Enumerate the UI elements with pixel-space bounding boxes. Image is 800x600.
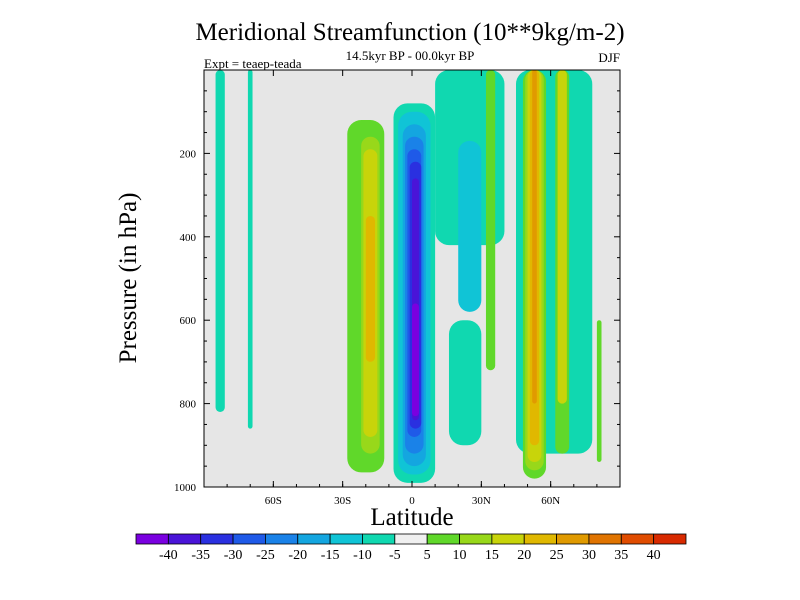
y-axis-ticks: 200 400 600 800 1000	[174, 90, 620, 494]
colorbar-swatch	[394, 533, 428, 545]
x-tick-label: 60N	[541, 495, 560, 507]
colorbar-swatch	[135, 533, 169, 545]
colorbar-label: 10	[453, 548, 467, 563]
contour-region-5	[365, 215, 376, 362]
x-tick-label: 0	[409, 495, 415, 507]
colorbar-swatch	[459, 533, 493, 545]
contour-region-13	[412, 303, 419, 417]
x-axis-label: Latitude	[370, 504, 453, 531]
colorbar-swatch	[620, 533, 655, 545]
colorbar-swatch	[426, 533, 460, 545]
chart-subtitle: 14.5kyr BP - 00.0kyr BP	[346, 48, 475, 63]
colorbar-label: -20	[288, 548, 307, 563]
colorbar-label: 5	[424, 548, 431, 563]
colorbar-swatch	[362, 533, 396, 545]
season-label: DJF	[598, 50, 620, 65]
contour-region-18	[485, 70, 496, 371]
colorbar-label: -30	[224, 548, 243, 563]
colorbar-swatch	[329, 533, 363, 545]
colorbar-label: -40	[159, 548, 178, 563]
colorbar-label: -10	[353, 548, 372, 563]
colorbar-swatch	[297, 533, 331, 545]
colorbar-swatch	[167, 533, 202, 545]
x-axis-ticks: 60S 30S 0 30N 60N	[226, 70, 598, 507]
chart-title: Meridional Streamfunction (10**9kg/m-2)	[195, 19, 624, 46]
y-axis-label: Pressure (in hPa)	[115, 193, 142, 364]
x-tick-label: 30N	[472, 495, 491, 507]
colorbar-swatch	[523, 533, 557, 545]
colorbar-label: -15	[321, 548, 340, 563]
colorbar-swatch	[200, 533, 234, 545]
colorbar-swatch	[265, 533, 299, 545]
colorbar-label: -25	[256, 548, 275, 563]
contour-region-23	[532, 70, 537, 404]
y-tick-label: 400	[180, 232, 197, 244]
colorbar-swatch	[556, 533, 590, 545]
colorbar-swatch	[491, 533, 525, 545]
contour-region-15	[458, 140, 482, 312]
y-tick-label: 200	[180, 148, 197, 160]
colorbar-swatch	[588, 533, 622, 545]
colorbar-label: 40	[647, 548, 661, 563]
colorbar: -40 -35 -30 -25 -20 -15 -10 -5 5 10 15 20 25 30 35 40	[135, 533, 687, 563]
y-tick-label: 1000	[174, 482, 197, 494]
colorbar-label: 30	[582, 548, 596, 563]
x-tick-label: 60S	[265, 495, 282, 507]
contour-region-0	[215, 70, 225, 412]
colorbar-label: 15	[485, 548, 499, 563]
colorbar-swatch	[653, 533, 687, 545]
contour-region-25	[557, 70, 567, 404]
contour-regions	[215, 70, 602, 483]
contour-region-16	[448, 320, 482, 446]
y-tick-label: 800	[180, 399, 197, 411]
x-tick-label: 30S	[334, 495, 351, 507]
colorbar-label: -5	[389, 548, 401, 563]
colorbar-label: 25	[550, 548, 564, 563]
colorbar-label: 20	[517, 548, 531, 563]
colorbar-label: -35	[191, 548, 210, 563]
colorbar-swatch	[232, 533, 266, 545]
expt-label: Expt = teaep-teada	[204, 56, 302, 71]
contour-region-1	[247, 70, 253, 429]
contour-region-26	[596, 320, 602, 462]
y-tick-label: 600	[180, 315, 197, 327]
colorbar-label: 35	[614, 548, 628, 563]
